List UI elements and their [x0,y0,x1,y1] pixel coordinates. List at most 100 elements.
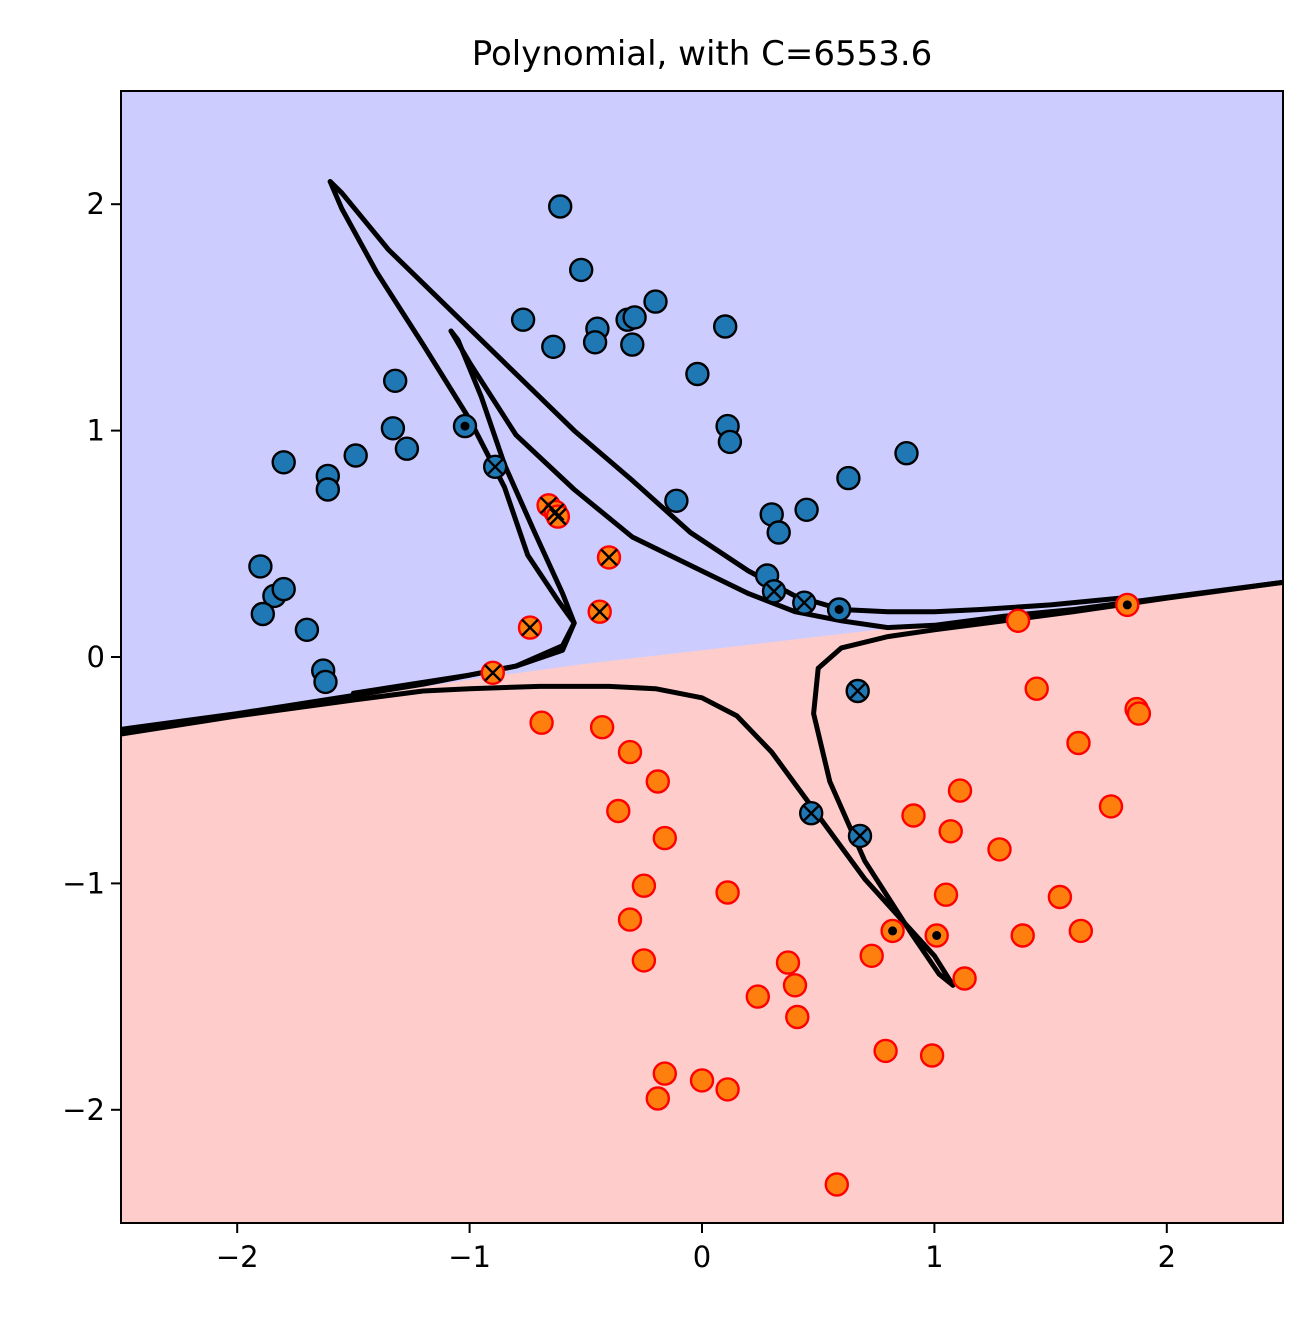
decision-boundary [121,179,1283,988]
y-tick-label: 2 [87,187,105,221]
support-vector-x-marker [765,582,783,601]
data-point-red [1126,701,1152,726]
data-point-red [529,710,554,735]
support-vector-x-marker [486,457,505,476]
data-point-red [631,873,657,898]
data-point-red [652,1061,677,1086]
support-vector-x-marker [802,804,821,823]
data-point-red [933,882,959,907]
data-point-blue [643,289,668,314]
data-point-red [1005,608,1031,633]
data-point-red [689,1068,715,1093]
data-point-red [631,948,657,973]
data-point-blue [541,334,566,359]
data-point-red [617,739,643,765]
data-point-blue [250,601,275,627]
data-point-red [645,1086,670,1111]
decision-boundary-contour [327,179,577,696]
plot-area [121,91,1283,1223]
data-point-red [645,769,670,794]
x-tick-label: 0 [693,1240,711,1274]
support-vector-x-marker [600,548,618,567]
data-point-blue [713,314,738,339]
data-point-red [652,825,677,851]
y-tick-label: 1 [87,414,105,448]
data-point-red [1047,884,1073,910]
data-point-red [745,984,770,1009]
support-vector-dot-marker [932,931,942,940]
data-point-red [947,778,973,803]
data-point-red [589,715,615,740]
data-point-red [1068,918,1094,944]
data-point-blue [685,361,710,387]
data-point-blue [271,450,296,475]
data-point-red [824,1172,849,1197]
data-point-blue [248,554,273,579]
support-vector-dot-marker [888,926,898,936]
x-axis: −2 −1 0 1 2 [216,1223,1176,1274]
data-point-blue [620,332,645,357]
data-point-blue [510,307,536,332]
data-point-red [775,950,801,975]
data-point-blue [343,443,368,468]
data-point-red [1098,794,1124,819]
support-vector-x-marker [483,663,502,682]
support-vector-dot-marker [834,605,844,614]
data-point-red [1010,923,1035,948]
support-vector-x-marker [590,602,609,621]
decision-boundary-contour [327,179,1123,615]
y-axis: −2 −1 0 1 2 [62,187,121,1127]
data-point-blue [569,257,594,283]
data-point-red [938,819,963,844]
decision-boundary-contour [121,579,1283,988]
x-tick-label: 2 [1158,1240,1176,1274]
data-point-red [987,837,1012,862]
data-point-blue [313,669,338,695]
data-point-red [715,1077,740,1102]
data-point-red [617,907,643,932]
support-vector-dot-marker [1122,600,1132,610]
support-vector-markers [460,421,1132,940]
chart-title: Polynomial, with C=6553.6 [472,34,933,74]
data-point-red [901,803,926,828]
data-point-blue [582,330,608,355]
y-tick-label: −2 [62,1093,105,1127]
x-tick-label: −1 [448,1240,491,1274]
region-red-class [121,584,1283,1223]
data-point-red [859,943,884,968]
data-point-blue [664,488,689,513]
data-point-red [715,880,740,905]
data-point-blue [548,194,573,219]
data-point-red [782,973,808,998]
x-tick-label: −2 [216,1240,259,1274]
data-point-red [1024,676,1049,701]
support-vector-x-marker [795,593,814,612]
y-tick-label: 0 [87,640,105,674]
data-point-blue [271,576,296,602]
data-point-blue [717,429,743,455]
data-point-red [606,798,631,824]
data-point-blue [766,520,791,545]
data-point-red [952,966,977,991]
data-point-blue [894,441,919,466]
data-point-red [919,1043,945,1068]
data-point-blue [794,497,819,522]
support-vector-x-marker [549,507,567,526]
data-point-blue [315,477,340,502]
data-point-blue [380,416,406,441]
support-vector-x-marker [546,503,565,521]
data-point-blue [394,436,420,461]
support-vector-x-marker [521,618,539,637]
data-point-blue [383,368,408,393]
support-vector-x-marker [848,682,867,700]
y-tick-label: −1 [62,866,105,900]
x-tick-label: 1 [925,1240,943,1274]
data-point-red [1066,730,1091,756]
data-point-blue [294,617,320,642]
support-vector-dot-marker [460,421,470,431]
data-point-blue [622,305,647,330]
data-point-blue [836,465,861,491]
data-point-red [873,1038,898,1064]
support-vector-x-marker [851,827,869,845]
